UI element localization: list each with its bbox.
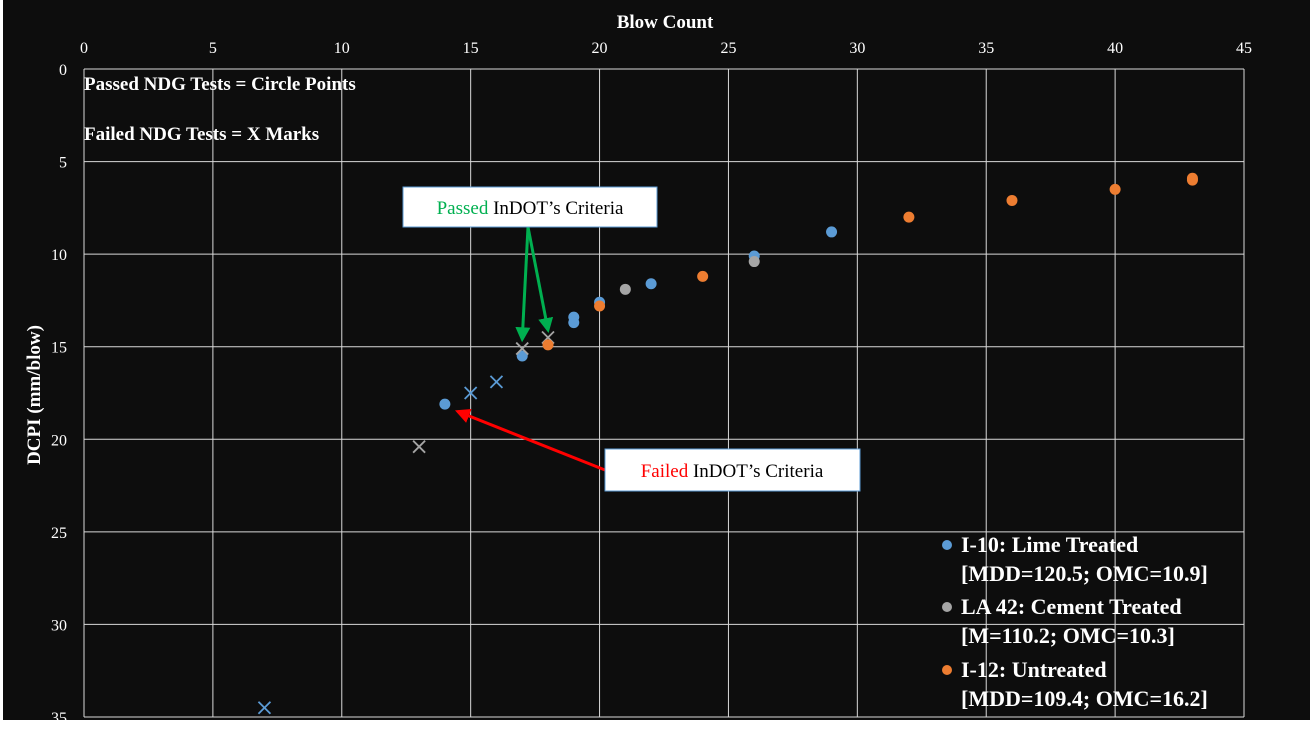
circle-point [542, 339, 554, 351]
circle-point [826, 226, 838, 238]
legend: I-10: Lime Treated [MDD=120.5; OMC=10.9]… [942, 532, 1208, 711]
circle-point [516, 350, 528, 362]
y-tick-label: 30 [51, 617, 67, 634]
x-mark-stroke [489, 375, 504, 389]
legend-label-la42: LA 42: Cement Treated [961, 594, 1182, 619]
x-mark-stroke [412, 440, 426, 454]
callout-passed-word: Passed [437, 198, 489, 219]
callout-passed-text: Passed InDOT’s Criteria [437, 198, 624, 219]
x-mark-point [257, 701, 272, 715]
x-mark-stroke [464, 386, 478, 400]
x-mark-point [489, 375, 504, 389]
circle-point [1109, 183, 1121, 195]
x-tick-label: 45 [1236, 40, 1252, 57]
callout-failed-rest: InDOT’s Criteria [688, 461, 824, 482]
circle-point [619, 283, 631, 295]
tick-labels: 0 5 10 15 20 25 30 35 40 45 0 5 10 15 20 25 30 35 [51, 40, 1252, 727]
x-tick-label: 10 [334, 40, 350, 57]
y-tick-label: 10 [51, 247, 67, 264]
pass-arrow [515, 226, 531, 343]
fail-arrow [454, 408, 606, 472]
x-tick-label: 40 [1107, 40, 1123, 57]
y-axis-title: DCPI (mm/blow) [24, 325, 45, 465]
callout-failed: Failed InDOT’s Criteria [604, 448, 861, 492]
x-mark-point [515, 341, 529, 356]
x-tick-label: 20 [592, 40, 608, 57]
x-mark-stroke [515, 341, 529, 356]
legend-marker-i12 [942, 665, 952, 675]
legend-marker-i10 [942, 540, 952, 550]
callout-arrows [454, 226, 606, 472]
callout-failed-box [604, 448, 861, 492]
legend-marker-la42 [942, 602, 952, 612]
y-tick-label: 25 [51, 525, 67, 542]
x-tick-label: 35 [978, 40, 994, 57]
legend-label-i10: I-10: Lime Treated [961, 532, 1138, 557]
callout-passed-rest: InDOT’s Criteria [488, 198, 624, 219]
circle-point [748, 256, 760, 268]
note-failed-ndg: Failed NDG Tests = X Marks [84, 124, 319, 145]
y-tick-label: 35 [51, 710, 67, 727]
data-points [257, 172, 1198, 715]
note-passed-ndg: Passed NDG Tests = Circle Points [84, 74, 356, 95]
circle-point [1186, 174, 1198, 186]
callout-passed: Passed InDOT’s Criteria [402, 186, 658, 228]
legend-detail-la42: [M=110.2; OMC=10.3] [961, 623, 1175, 648]
y-tick-label: 20 [51, 432, 67, 449]
pass-arrow [526, 226, 554, 333]
y-tick-label: 15 [51, 340, 67, 357]
x-tick-label: 30 [849, 40, 865, 57]
grid-lines [83, 68, 1245, 718]
x-mark-point [412, 440, 426, 454]
circle-point [697, 270, 709, 282]
circle-point [568, 317, 580, 329]
legend-detail-i10: [MDD=120.5; OMC=10.9] [961, 561, 1208, 586]
circle-point [1006, 194, 1018, 206]
circle-point [594, 300, 606, 312]
circle-point [439, 398, 451, 410]
x-mark-stroke [257, 701, 272, 715]
y-tick-label: 5 [59, 155, 67, 172]
y-tick-label: 0 [59, 62, 67, 79]
x-mark-point [464, 386, 478, 400]
x-tick-label: 15 [463, 40, 479, 57]
legend-detail-i12: [MDD=109.4; OMC=16.2] [961, 686, 1208, 711]
circle-point [645, 278, 657, 290]
x-tick-label: 25 [720, 40, 736, 57]
legend-label-i12: I-12: Untreated [961, 657, 1107, 682]
x-tick-label: 0 [80, 40, 88, 57]
x-axis-title: Blow Count [617, 12, 714, 33]
callout-passed-box [402, 186, 658, 228]
chart-background [3, 0, 1310, 720]
x-tick-label: 5 [209, 40, 217, 57]
circle-point [903, 211, 915, 223]
callout-failed-word: Failed [641, 461, 689, 482]
callout-failed-text: Failed InDOT’s Criteria [641, 461, 824, 482]
